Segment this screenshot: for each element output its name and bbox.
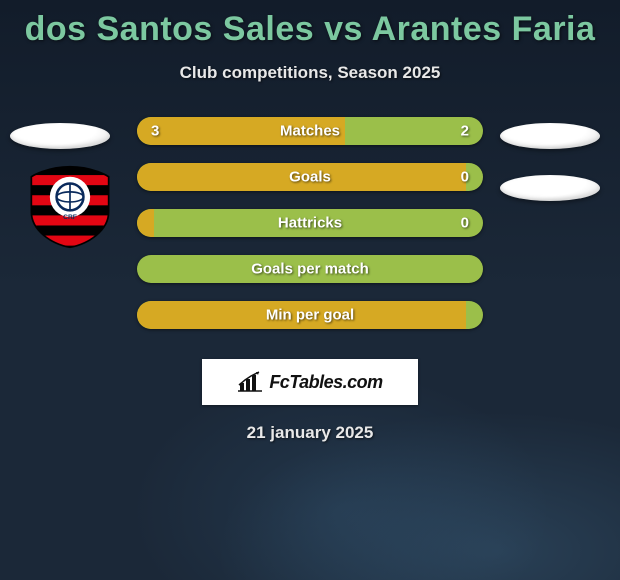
club-badge-left: CRF [28, 165, 112, 249]
svg-text:CRF: CRF [63, 214, 77, 221]
stat-bar-label: Min per goal [266, 307, 354, 324]
stat-value-right: 0 [461, 169, 469, 186]
stat-bar-label: Goals [289, 169, 331, 186]
stat-bar-fill [137, 209, 154, 237]
stat-bar-label: Goals per match [251, 261, 369, 278]
stat-bar: Matches 3 2 [137, 117, 483, 145]
stat-bar: Goals 0 [137, 163, 483, 191]
stat-bar-label: Hattricks [278, 215, 342, 232]
watermark-text: FcTables.com [269, 372, 382, 393]
stat-bars: Matches 3 2 Goals 0 Hattricks 0 Goals per match… [137, 117, 483, 329]
stat-bar: Goals per match [137, 255, 483, 283]
stat-value-left: 3 [151, 123, 159, 140]
player-right-placeholder-2 [500, 175, 600, 201]
stat-value-right: 2 [461, 123, 469, 140]
player-left-placeholder [10, 123, 110, 149]
page-title: dos Santos Sales vs Arantes Faria [25, 10, 596, 49]
subtitle: Club competitions, Season 2025 [180, 63, 441, 83]
watermark: FcTables.com [202, 359, 418, 405]
player-right-placeholder-1 [500, 123, 600, 149]
content-root: dos Santos Sales vs Arantes Faria Club c… [0, 0, 620, 580]
stat-bar: Min per goal [137, 301, 483, 329]
comparison-arena: CRF Matches 3 2 Goals 0 Hattricks 0 Goals per m… [0, 117, 620, 347]
watermark-chart-icon [237, 371, 263, 393]
stat-bar-label: Matches [280, 123, 340, 140]
stat-value-right: 0 [461, 215, 469, 232]
date-label: 21 january 2025 [247, 423, 374, 443]
stat-bar: Hattricks 0 [137, 209, 483, 237]
